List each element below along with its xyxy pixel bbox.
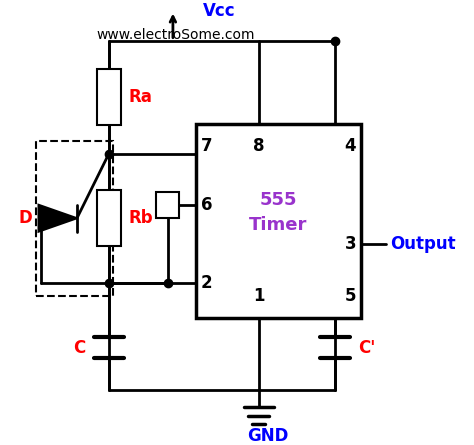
Text: D: D	[18, 209, 32, 227]
Text: 4: 4	[345, 137, 356, 154]
Text: 8: 8	[253, 137, 264, 154]
Text: 1: 1	[253, 287, 264, 305]
Text: C': C'	[358, 339, 376, 356]
Text: GND: GND	[246, 427, 288, 445]
Text: Ra: Ra	[128, 88, 152, 106]
Bar	[196, 124, 361, 318]
Text: 2: 2	[201, 274, 212, 292]
Text: 7: 7	[201, 137, 212, 154]
Text: 555
Timer: 555 Timer	[249, 191, 308, 234]
Text: Output: Output	[391, 235, 456, 253]
Bar	[156, 192, 179, 218]
Polygon shape	[38, 205, 77, 232]
Text: C: C	[73, 339, 85, 356]
Bar	[97, 69, 121, 125]
Text: Vcc: Vcc	[203, 2, 236, 20]
Text: 3: 3	[345, 235, 356, 253]
Bar	[36, 141, 113, 295]
Text: www.electroSome.com: www.electroSome.com	[96, 28, 255, 42]
Text: Rb: Rb	[128, 209, 153, 227]
Bar	[97, 190, 121, 246]
Text: 5: 5	[345, 287, 356, 305]
Text: 6: 6	[201, 196, 212, 214]
